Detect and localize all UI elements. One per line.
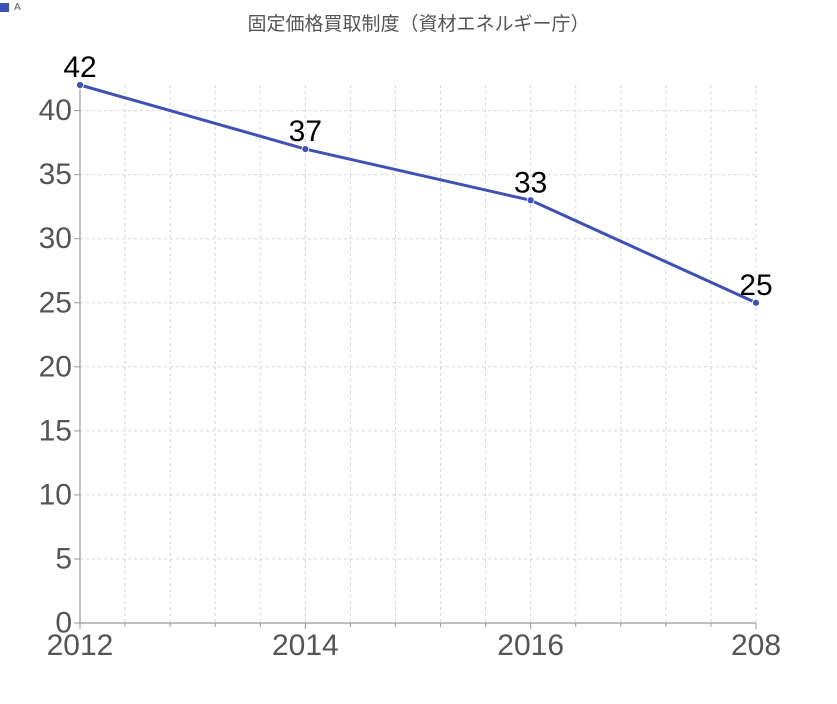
y-tick-label: 35 — [39, 158, 72, 191]
chart-title: 固定価格買取制度（資材エネルギー庁） — [247, 13, 590, 35]
data-point — [301, 145, 310, 153]
legend-label: A — [14, 1, 21, 13]
data-point — [526, 196, 535, 205]
x-tick-labels: 2012 2014 2016 208 — [47, 629, 781, 662]
legend: A — [0, 0, 21, 14]
data-point — [752, 298, 760, 307]
data-label: 25 — [739, 269, 772, 302]
y-tick-label: 25 — [39, 286, 72, 319]
y-tick-label: 0 — [55, 607, 72, 640]
y-tick-label: 10 — [39, 478, 72, 511]
x-tick-label: 2012 — [47, 629, 114, 662]
axes — [74, 85, 757, 629]
y-tick-labels: 0 5 10 15 20 25 30 35 40 — [39, 94, 72, 639]
y-tick-label: 40 — [39, 94, 72, 127]
legend-swatch — [0, 2, 9, 12]
y-tick-label: 30 — [39, 222, 72, 255]
y-tick-label: 20 — [39, 350, 72, 383]
y-tick-label: 5 — [55, 542, 72, 575]
x-tick-label: 2016 — [497, 629, 564, 662]
data-label: 37 — [289, 115, 322, 148]
data-labels: 42 37 33 25 — [63, 51, 772, 302]
series-line — [78, 83, 758, 305]
x-tick-label: 2014 — [272, 629, 339, 662]
data-label: 42 — [63, 51, 96, 84]
series — [76, 81, 760, 307]
grid — [80, 85, 757, 623]
y-tick-label: 15 — [39, 414, 72, 447]
data-label: 33 — [514, 166, 547, 199]
data-point — [76, 81, 84, 89]
x-tick-label: 208 — [731, 629, 781, 662]
